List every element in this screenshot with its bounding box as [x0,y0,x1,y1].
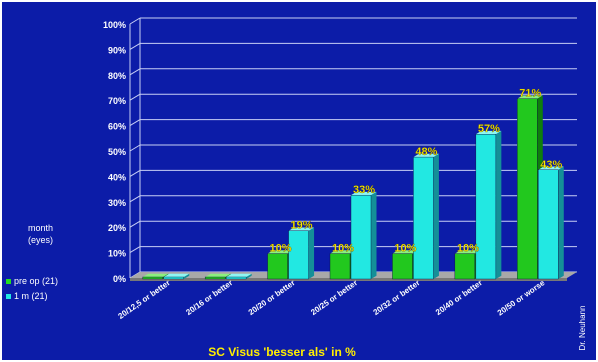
legend-title-line-2: (eyes) [28,235,53,245]
y-tick-label: 30% [108,198,126,208]
y-tick-label: 60% [108,122,126,132]
bar [413,154,439,279]
legend-marker [6,294,11,299]
bar-front [268,254,288,279]
value-label: 48% [415,146,437,158]
bar [476,131,502,279]
bar [289,227,315,279]
bar-front [351,195,371,279]
value-label: 57% [478,123,500,135]
legend-title: month [28,223,53,233]
bar-side [496,131,502,279]
value-label: 10% [270,243,292,255]
y-tick-label: 20% [108,223,126,233]
y-tick-label: 10% [108,249,126,259]
bar-front [289,231,309,279]
value-label: 43% [540,159,562,171]
value-label: 10% [394,243,416,255]
y-tick-label: 40% [108,172,126,182]
x-axis-title: SC Visus 'besser als' in % [208,345,356,359]
bar-front [143,277,163,279]
credit-text: Dr. Neuhann [578,306,587,351]
value-label: 10% [332,243,354,255]
value-label: 19% [291,220,313,232]
value-label: 33% [353,184,375,196]
bar-front [455,254,475,279]
y-tick-label: 90% [108,45,126,55]
legend-marker [6,279,11,284]
bar-front [517,99,537,279]
bar-side [433,154,439,279]
bar-front [205,277,225,279]
y-tick-label: 0% [113,274,126,284]
y-tick-label: 80% [108,71,126,81]
bar-side [558,166,564,279]
bar [351,192,377,279]
y-tick-label: 70% [108,96,126,106]
value-label: 71% [519,88,541,100]
bar-front [538,170,558,279]
legend-label: pre op (21) [14,276,58,286]
bar-side [371,192,377,279]
bar-side [309,227,315,279]
bar-front [476,134,496,279]
bar-front [330,254,350,279]
y-tick-label: 50% [108,147,126,157]
value-label: 10% [457,243,479,255]
legend-label: 1 m (21) [14,291,48,301]
bar [538,166,564,279]
y-tick-label: 100% [103,20,126,30]
bar-front [392,254,412,279]
bar-front [413,157,433,279]
